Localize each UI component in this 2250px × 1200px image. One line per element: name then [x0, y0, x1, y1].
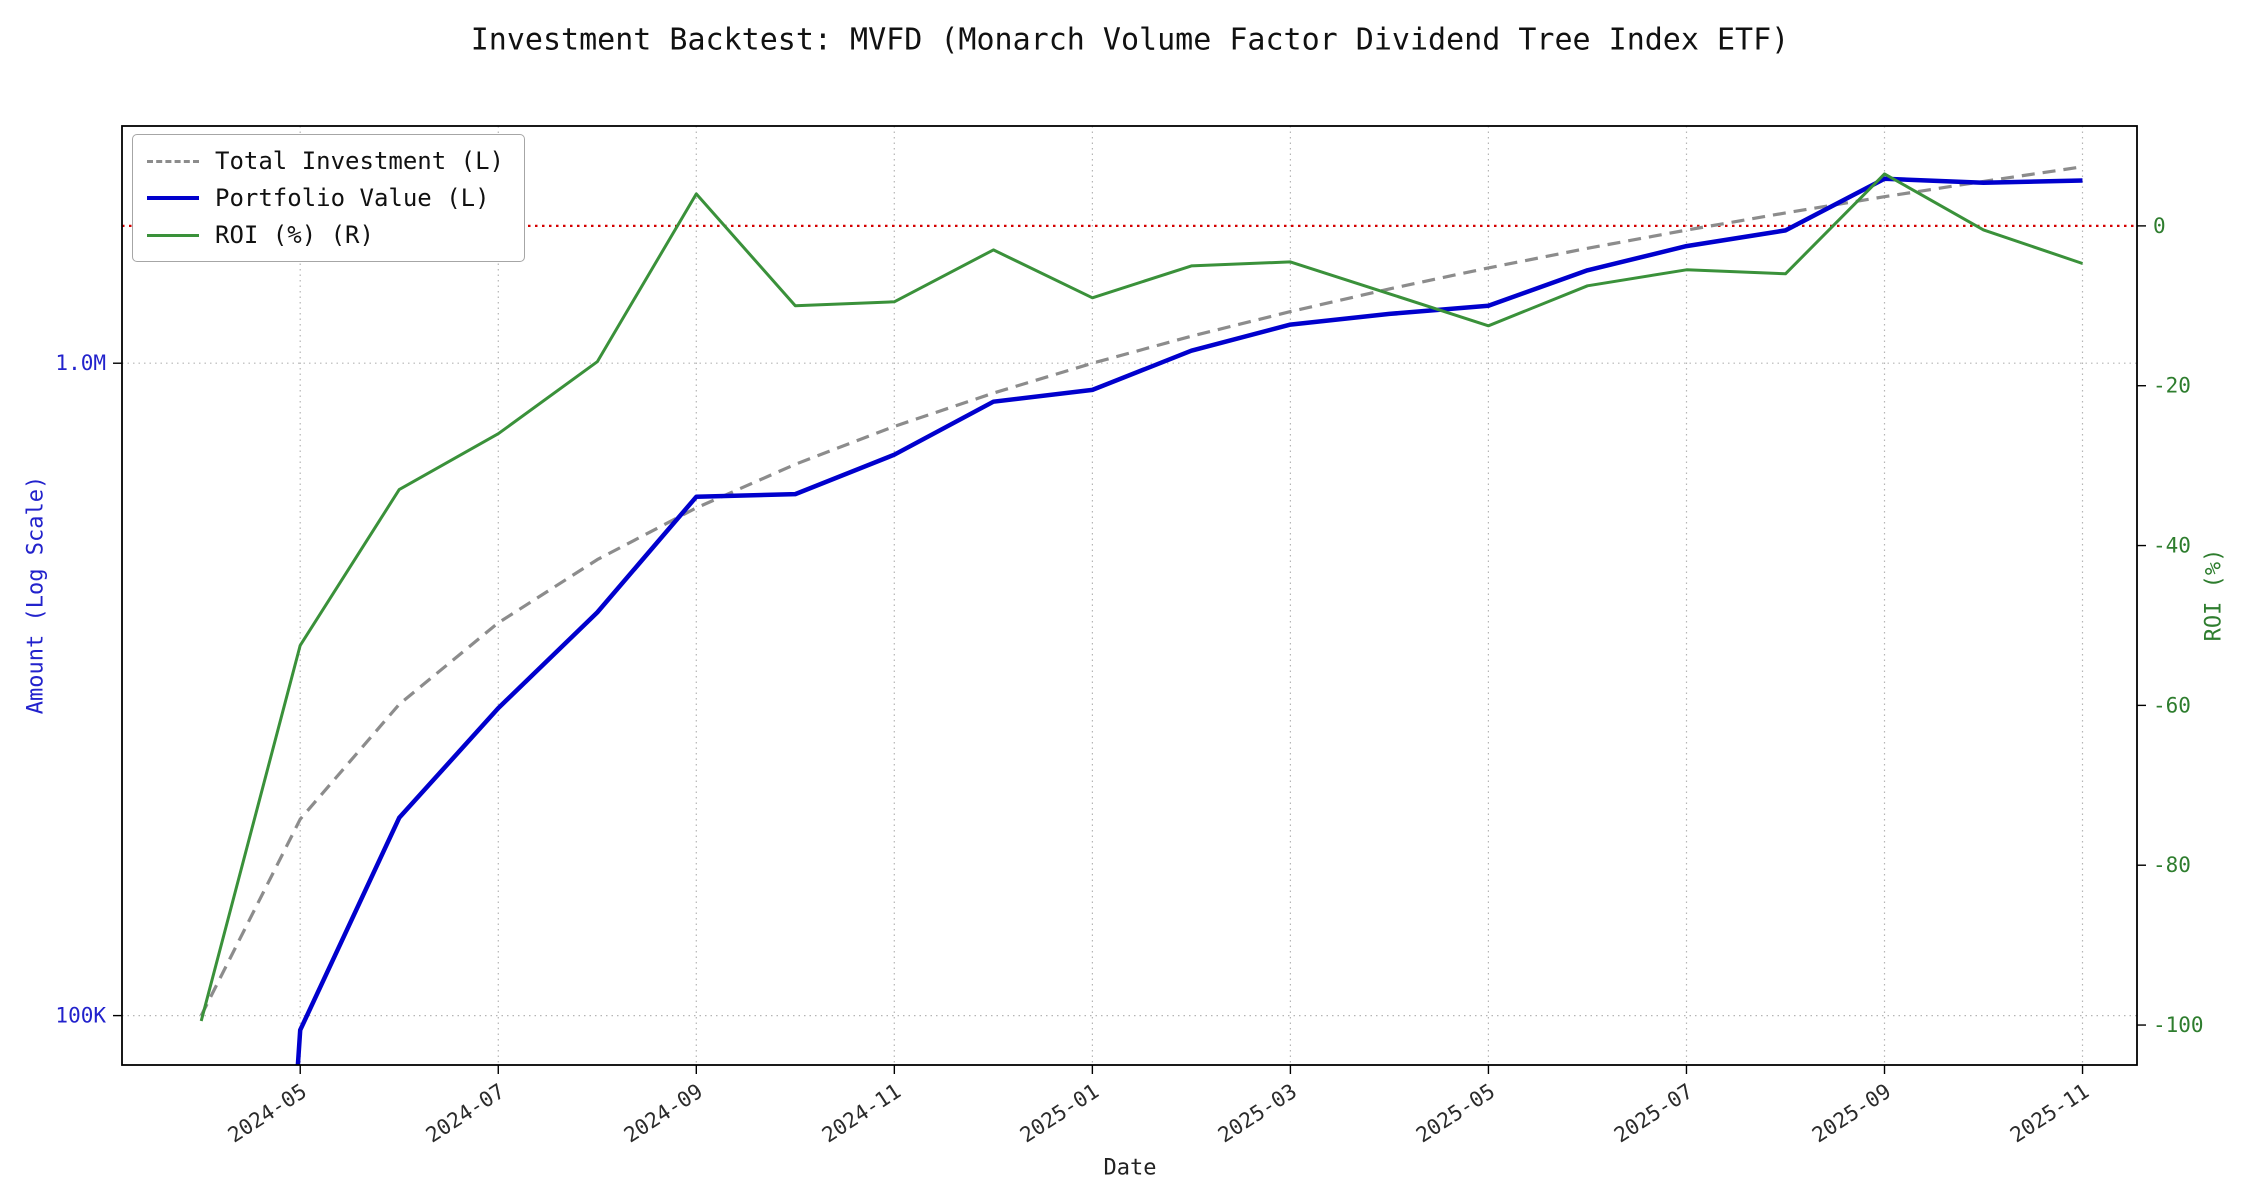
chart-title: Investment Backtest: MVFD (Monarch Volum…: [470, 22, 1790, 58]
right-tick-label: 0: [2153, 214, 2166, 238]
legend-item-roi: ROI (%) (R): [147, 221, 504, 249]
roi-swatch: [147, 233, 199, 237]
right-tick-label: -20: [2153, 374, 2191, 398]
x-axis-label: Date: [1103, 1155, 1157, 1181]
x-tick-label: 2024-05: [224, 1079, 311, 1147]
legend-label-portfolio-value: Portfolio Value (L): [215, 184, 490, 212]
legend-item-portfolio-value: Portfolio Value (L): [147, 184, 504, 212]
x-tick-label: 2025-03: [1214, 1079, 1301, 1147]
series-line-total-investment: [199, 165, 2083, 1017]
x-tick-label: 2025-07: [1610, 1079, 1697, 1147]
legend: Total Investment (L) Portfolio Value (L)…: [132, 134, 525, 262]
left-y-axis-label: Amount (Log Scale): [23, 475, 49, 715]
x-tick-label: 2025-01: [1016, 1079, 1103, 1147]
left-tick-label: 100K: [55, 1004, 106, 1028]
x-tick-label: 2025-09: [1808, 1079, 1895, 1147]
series-line-portfolio-value: [295, 176, 2083, 1065]
x-tick-label: 2025-11: [2006, 1079, 2093, 1147]
right-tick-label: -100: [2153, 1013, 2204, 1037]
left-tick-label: 1.0M: [55, 351, 106, 375]
right-tick-label: -40: [2153, 534, 2191, 558]
x-tick-label: 2025-05: [1412, 1079, 1499, 1147]
x-tick-label: 2024-07: [422, 1079, 509, 1147]
right-tick-label: -60: [2153, 693, 2191, 717]
x-tick-label: 2024-09: [620, 1079, 707, 1147]
right-y-axis-label: ROI (%): [2201, 548, 2227, 642]
x-tick-label: 2024-11: [818, 1079, 905, 1147]
series-line-roi: [199, 172, 2083, 1022]
total-investment-swatch: [147, 159, 199, 163]
portfolio-value-swatch: [147, 196, 199, 200]
legend-label-total-investment: Total Investment (L): [215, 147, 504, 175]
legend-label-roi: ROI (%) (R): [215, 221, 374, 249]
right-tick-label: -80: [2153, 853, 2191, 877]
axes-spines: [121, 125, 2138, 1066]
legend-item-total-investment: Total Investment (L): [147, 147, 504, 175]
